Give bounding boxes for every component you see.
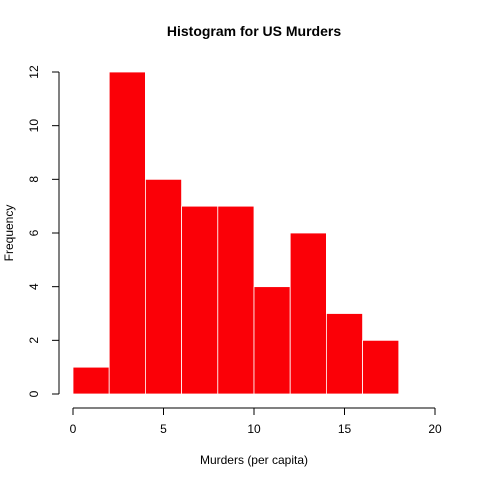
x-tick-label: 5 (160, 422, 167, 436)
y-tick-label: 10 (27, 119, 41, 133)
chart-title: Histogram for US Murders (167, 23, 341, 39)
bars-group (72, 71, 400, 395)
histogram-bar-1 (108, 71, 146, 395)
x-tick-label: 15 (338, 422, 352, 436)
x-tick-label: 20 (428, 422, 442, 436)
y-tick-label: 8 (27, 176, 41, 183)
histogram-bar-2 (144, 178, 182, 395)
histogram-bar-8 (362, 339, 400, 395)
y-tick-label: 12 (27, 65, 41, 79)
y-tick-label: 4 (27, 283, 41, 290)
histogram-bar-6 (289, 232, 327, 395)
y-tick-label: 0 (27, 390, 41, 397)
x-axis-label: Murders (per capita) (200, 453, 308, 467)
y-tick-label: 6 (27, 229, 41, 236)
histogram-bar-3 (181, 205, 219, 395)
histogram-bar-0 (72, 366, 110, 395)
x-tick-label: 10 (247, 422, 261, 436)
x-tick-label: 0 (70, 422, 77, 436)
y-axis-label: Frequency (2, 205, 16, 262)
x-axis: 0 5 10 15 20 (70, 407, 442, 436)
y-tick-label: 2 (27, 337, 41, 344)
y-axis: 0 2 4 6 8 10 12 (27, 65, 60, 397)
histogram-bar-4 (217, 205, 255, 395)
histogram-bar-5 (253, 286, 291, 395)
histogram-bar-7 (325, 313, 363, 395)
